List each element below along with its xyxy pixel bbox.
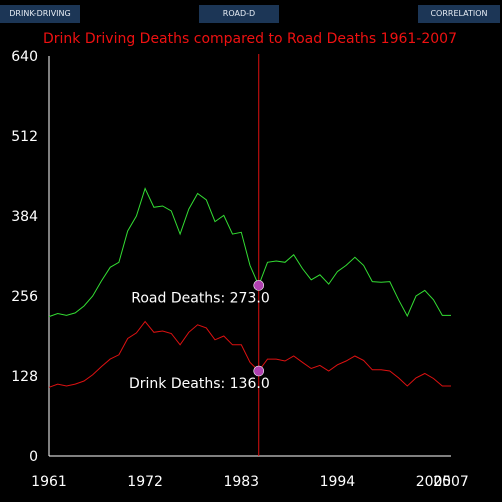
y-tick-label: 384 bbox=[11, 209, 38, 225]
x-tick-label: 1983 bbox=[223, 474, 259, 490]
drink-deaths-line bbox=[48, 320, 451, 388]
y-tick-label: 128 bbox=[11, 369, 38, 385]
x-tick-label: 1994 bbox=[320, 474, 356, 490]
drink-deaths-marker[interactable] bbox=[253, 365, 265, 377]
x-tick-label: 2007 bbox=[433, 474, 469, 490]
tab-road-deaths[interactable]: ROAD-D bbox=[199, 5, 279, 23]
y-tick-label: 0 bbox=[29, 449, 38, 465]
y-tick-label: 256 bbox=[11, 289, 38, 305]
tab-drink-driving[interactable]: DRINK-DRIVING bbox=[0, 5, 80, 23]
road-deaths-marker[interactable] bbox=[253, 280, 265, 291]
road-deaths-line bbox=[48, 187, 451, 318]
drink-deaths-readout: Drink Deaths: 136.0 bbox=[129, 376, 270, 392]
y-tick-label: 512 bbox=[11, 129, 38, 145]
x-tick-label: 1972 bbox=[127, 474, 163, 490]
chart-title: Drink Driving Deaths compared to Road De… bbox=[43, 31, 457, 47]
x-tick-label: 1961 bbox=[31, 474, 67, 490]
tab-correlation[interactable]: CORRELATION bbox=[418, 5, 500, 23]
y-tick-label: 640 bbox=[11, 49, 38, 65]
x-tick-label: 2005 bbox=[416, 474, 452, 490]
road-deaths-readout: Road Deaths: 273.0 bbox=[131, 290, 269, 306]
